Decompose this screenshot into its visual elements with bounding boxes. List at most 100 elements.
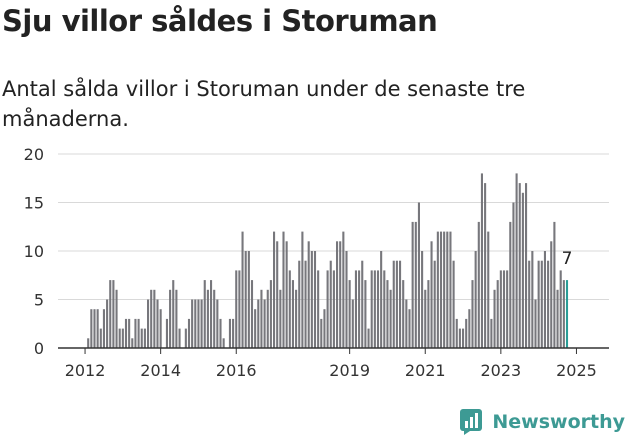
bar xyxy=(279,289,282,348)
newsworthy-brand: Newsworthy xyxy=(460,409,625,435)
bar xyxy=(518,183,521,348)
bar xyxy=(411,221,414,348)
highlight-bar xyxy=(565,280,569,348)
y-tick-label: 5 xyxy=(34,291,44,310)
bar xyxy=(443,231,446,348)
bar xyxy=(87,338,90,348)
brand-name: Newsworthy xyxy=(492,411,625,433)
bar xyxy=(414,221,417,348)
bar xyxy=(112,280,115,348)
bar xyxy=(247,251,250,348)
bar xyxy=(291,280,294,348)
bar xyxy=(304,260,307,348)
bar xyxy=(332,270,335,348)
bar xyxy=(99,328,102,348)
bar xyxy=(200,299,203,348)
y-tick-label: 20 xyxy=(24,145,44,164)
bar xyxy=(159,309,162,348)
bar xyxy=(254,309,257,348)
bar xyxy=(128,318,131,348)
bar xyxy=(402,280,405,348)
bar xyxy=(313,251,317,348)
bar-chart: 0 5 10 15 20 2012 2014 2016 2019 2021 2023 2025 7 xyxy=(24,145,609,380)
bar xyxy=(528,260,531,348)
bar xyxy=(165,318,168,348)
bar xyxy=(531,251,534,348)
bar xyxy=(521,192,524,348)
bar xyxy=(228,318,231,348)
bar xyxy=(480,173,483,348)
bar xyxy=(184,328,187,348)
bar xyxy=(389,289,392,348)
bar xyxy=(380,251,383,348)
bar xyxy=(206,289,209,348)
bar xyxy=(436,231,439,348)
x-tick-label: 2025 xyxy=(556,361,597,380)
x-tick-label: 2016 xyxy=(216,361,257,380)
bar xyxy=(191,299,194,348)
bar xyxy=(213,289,216,348)
bar xyxy=(361,260,364,348)
bar xyxy=(427,280,430,348)
bar xyxy=(376,270,380,348)
bar xyxy=(153,289,156,348)
bar xyxy=(298,260,301,348)
bar xyxy=(301,231,304,348)
bar xyxy=(455,318,458,348)
x-tick-label: 2012 xyxy=(65,361,106,380)
bar xyxy=(525,183,528,348)
bar xyxy=(203,280,206,348)
bar xyxy=(310,251,313,348)
bar xyxy=(351,299,354,348)
bar xyxy=(559,270,562,348)
bar xyxy=(408,309,411,348)
bar xyxy=(147,299,150,348)
bar xyxy=(354,270,357,348)
bar xyxy=(465,318,468,348)
bar xyxy=(395,260,398,348)
bar xyxy=(273,231,276,348)
x-tick-label: 2019 xyxy=(329,361,370,380)
bar xyxy=(556,289,559,348)
bar xyxy=(106,299,109,348)
bar xyxy=(156,299,159,348)
bar xyxy=(140,328,143,348)
bar xyxy=(547,260,550,348)
bar xyxy=(124,318,128,348)
bar xyxy=(345,251,348,348)
bar xyxy=(339,241,342,348)
bar xyxy=(553,221,556,348)
bar xyxy=(197,299,200,348)
bar xyxy=(430,241,433,348)
newsworthy-logo-icon xyxy=(460,409,483,435)
bar xyxy=(509,221,512,348)
bar xyxy=(266,289,269,348)
bar xyxy=(282,231,285,348)
bar xyxy=(260,289,263,348)
bar xyxy=(307,241,310,348)
bar xyxy=(421,251,424,348)
bar xyxy=(474,251,477,348)
bar xyxy=(487,231,490,348)
bar xyxy=(515,173,518,348)
bar xyxy=(417,202,420,348)
bar xyxy=(194,299,197,348)
bar xyxy=(392,260,395,348)
bar xyxy=(93,309,96,348)
bar xyxy=(499,270,502,348)
bar xyxy=(342,231,345,348)
bar xyxy=(462,328,465,348)
bar xyxy=(405,299,408,348)
bar xyxy=(109,280,112,348)
bar xyxy=(96,309,99,348)
bar xyxy=(102,309,105,348)
bar xyxy=(540,260,543,348)
bar xyxy=(562,280,565,348)
bar xyxy=(367,328,370,348)
bar xyxy=(295,289,298,348)
bar xyxy=(543,251,546,348)
bar xyxy=(364,280,367,348)
x-tick-label: 2021 xyxy=(405,361,446,380)
bar xyxy=(244,251,247,348)
bar xyxy=(175,289,178,348)
